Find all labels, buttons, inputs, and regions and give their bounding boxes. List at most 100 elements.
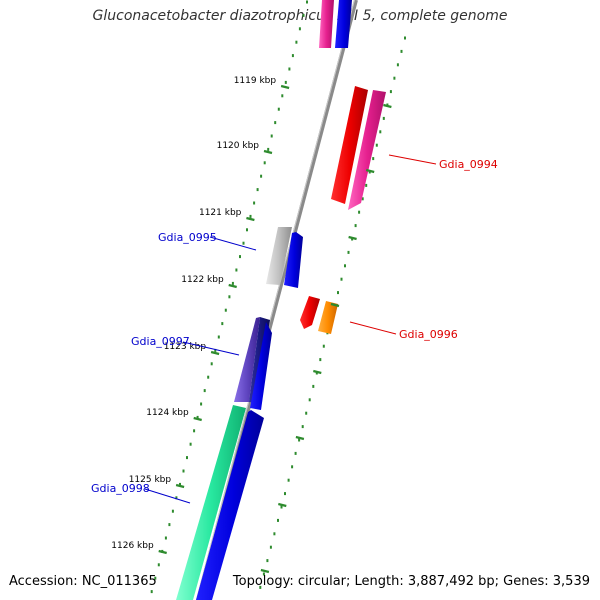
- genome-summary-text: Topology: circular; Length: 3,887,492 bp…: [232, 574, 590, 589]
- ruler-major-tick: [348, 235, 357, 241]
- gene-feature-blue[interactable]: [284, 232, 303, 288]
- ruler-tick-label: 1124 kbp: [146, 408, 189, 418]
- cds-feature-red[interactable]: [300, 296, 320, 329]
- ruler-tick-label: 1123 kbp: [164, 342, 207, 352]
- ruler-dot: [262, 572, 265, 576]
- gene-feature-blue[interactable]: [335, 0, 352, 48]
- ruler-dot: [179, 482, 181, 486]
- ruler-dot: [344, 264, 346, 268]
- ruler-dot: [266, 559, 269, 563]
- ruler-dot: [224, 308, 227, 312]
- cds-feature-grey[interactable]: [266, 227, 292, 285]
- ruler-dot: [277, 107, 280, 111]
- ruler-dot: [249, 214, 252, 218]
- ruler-major-tick: [280, 84, 290, 90]
- ruler-major-tick: [263, 149, 273, 155]
- ruler-dot: [375, 143, 378, 147]
- gene-label-gdia-0997[interactable]: Gdia_0997: [131, 335, 240, 356]
- cds-feature-red[interactable]: [331, 86, 368, 204]
- ruler-dot: [154, 576, 157, 580]
- ruler-dot: [287, 478, 290, 482]
- ruler-dot: [298, 27, 301, 31]
- ruler-dot: [253, 201, 256, 205]
- ruler-dot: [270, 134, 273, 138]
- gene-label-text[interactable]: Gdia_0994: [439, 158, 498, 171]
- gene-label-gdia-0998[interactable]: Gdia_0998: [91, 482, 191, 504]
- ruler-dot: [382, 116, 385, 120]
- ruler-major-tick: [313, 369, 322, 375]
- ruler-major-tick: [383, 103, 392, 109]
- ruler-dot: [298, 438, 301, 442]
- ruler-dot: [246, 228, 248, 232]
- cds-feature-magenta[interactable]: [319, 0, 334, 48]
- gene-feature-blue[interactable]: [250, 322, 272, 410]
- ruler-dot: [200, 402, 203, 406]
- map-title: Gluconacetobacter diazotrophicus PAI 5, …: [92, 8, 508, 24]
- ruler-dot: [228, 295, 231, 299]
- leader-line: [349, 321, 397, 335]
- gene-label-gdia-0995[interactable]: Gdia_0995: [158, 231, 257, 251]
- gene-label-gdia-0994[interactable]: Gdia_0994: [388, 154, 498, 171]
- ruler-dot: [207, 375, 210, 379]
- ruler-dot: [291, 54, 294, 58]
- ruler-dot: [269, 545, 272, 549]
- gene-label-gdia-0996[interactable]: Gdia_0996: [349, 321, 458, 341]
- ruler-dot: [242, 241, 245, 245]
- ruler-tick-label: 1125 kbp: [129, 475, 172, 485]
- ruler-major-tick: [260, 568, 270, 574]
- ruler-dot: [400, 49, 403, 53]
- ruler-dot: [189, 442, 192, 446]
- ruler-dot: [150, 590, 153, 594]
- ruler-major-tick: [330, 302, 340, 308]
- ruler-dot: [280, 505, 283, 509]
- ruler-dot: [347, 250, 350, 254]
- ruler-dot: [291, 465, 294, 469]
- leader-line: [144, 488, 191, 504]
- leader-line: [182, 341, 240, 356]
- gene-feature-blue[interactable]: [196, 410, 264, 600]
- ruler-tick-label: 1126 kbp: [111, 541, 154, 551]
- ruler-dot: [305, 411, 308, 415]
- ruler-dot: [217, 335, 220, 339]
- ruler-dot: [235, 268, 238, 272]
- ruler-dot: [186, 456, 188, 460]
- ruler-dot: [337, 291, 339, 295]
- ruler-major-tick: [295, 435, 305, 441]
- cds-feature-magenta[interactable]: [348, 90, 386, 210]
- ruler-dot: [175, 496, 178, 500]
- inner-ruler-dots: [150, 0, 308, 594]
- ruler-dot: [379, 130, 382, 134]
- cds-feature-purple[interactable]: [234, 317, 260, 402]
- ruler-dot: [393, 76, 396, 80]
- gene-label-text[interactable]: Gdia_0996: [399, 328, 458, 341]
- ruler-dot: [361, 197, 364, 201]
- ruler-dot: [182, 469, 185, 473]
- ruler-major-tick: [365, 168, 375, 174]
- ruler-major-tick: [246, 216, 255, 222]
- cds-feature-orange[interactable]: [318, 301, 338, 334]
- gene-label-text[interactable]: Gdia_0998: [91, 482, 150, 495]
- ruler-dot: [263, 161, 266, 165]
- ruler-dot: [260, 174, 263, 178]
- cds-feature-green[interactable]: [176, 405, 246, 600]
- ruler-dot: [358, 210, 361, 214]
- ruler-dot: [308, 398, 311, 402]
- ruler-dot: [210, 362, 213, 366]
- ruler-tick-label: 1119 kbp: [234, 76, 277, 86]
- ruler-dot: [312, 384, 315, 388]
- ruler-dot: [319, 358, 322, 362]
- ruler-dot: [193, 429, 196, 433]
- gene-label-text[interactable]: Gdia_0995: [158, 231, 217, 244]
- ruler-tick-label: 1122 kbp: [181, 275, 224, 285]
- ruler-major-tick: [193, 416, 202, 422]
- ruler-dot: [284, 80, 287, 84]
- ruler-dot: [306, 0, 308, 4]
- ruler-major-tick: [210, 350, 220, 356]
- ruler-dot: [284, 492, 286, 496]
- ruler-dot: [302, 13, 305, 17]
- gene-label-text[interactable]: Gdia_0997: [131, 335, 190, 348]
- ruler-dot: [396, 63, 399, 67]
- ruler-dot: [239, 255, 241, 259]
- accession-text: Accession: NC_011365: [9, 574, 157, 589]
